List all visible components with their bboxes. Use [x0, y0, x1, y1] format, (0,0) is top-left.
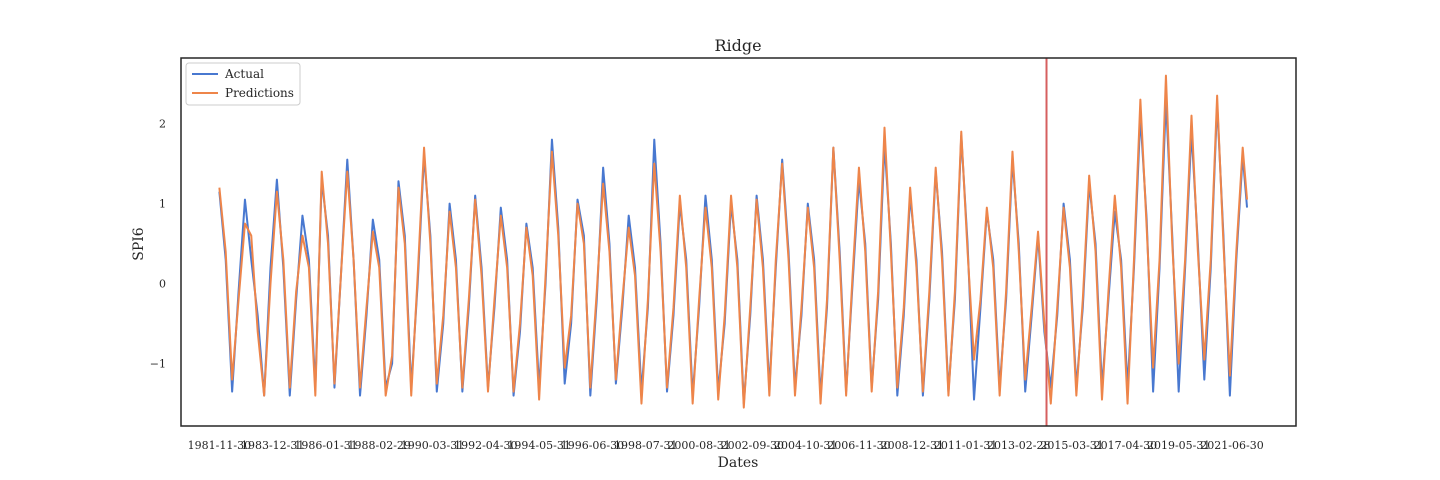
- x-tick-label: 1998-07-31: [614, 439, 677, 452]
- legend-label-predictions: Predictions: [225, 86, 294, 100]
- y-tick-label: −1: [150, 358, 166, 371]
- plot-area: [218, 58, 1249, 426]
- x-tick-label: 1990-03-31: [401, 439, 464, 452]
- x-tick-label: 2006-11-30: [827, 439, 890, 452]
- x-tick-label: 2002-09-30: [721, 439, 784, 452]
- y-tick-label: 1: [159, 198, 166, 211]
- y-axis-label: SPI6: [131, 227, 147, 261]
- x-tick-label: 1992-04-30: [454, 439, 517, 452]
- x-tick-label: 2000-08-31: [667, 439, 730, 452]
- series-line-predictions: [218, 74, 1249, 409]
- x-tick-label: 2004-10-31: [774, 439, 837, 452]
- x-axis-label: Dates: [718, 455, 759, 471]
- y-axis-ticks: −1 0 1 2: [150, 118, 166, 371]
- x-tick-label: 2015-03-31: [1040, 439, 1103, 452]
- y-tick-label: 0: [159, 278, 166, 291]
- x-tick-label: 1988-02-29: [348, 439, 411, 452]
- x-tick-label: 2019-05-31: [1147, 439, 1210, 452]
- x-tick-label: 1996-06-30: [561, 439, 624, 452]
- x-tick-label: 2008-12-31: [881, 439, 944, 452]
- x-tick-label: 1986-01-31: [294, 439, 357, 452]
- x-tick-label: 1981-11-30: [188, 439, 251, 452]
- legend: Actual Predictions: [185, 62, 301, 106]
- x-axis-ticks: 1981-11-301983-12-311986-01-311988-02-29…: [188, 439, 1264, 452]
- y-tick-label: 2: [159, 118, 166, 131]
- x-tick-label: 2021-06-30: [1200, 439, 1263, 452]
- plot-frame: [180, 57, 1297, 427]
- x-tick-label: 1994-05-31: [507, 439, 570, 452]
- x-tick-label: 2013-02-28: [987, 439, 1050, 452]
- x-tick-label: 2011-01-31: [934, 439, 997, 452]
- legend-label-actual: Actual: [224, 67, 264, 81]
- chart-title: Ridge: [714, 36, 761, 55]
- x-tick-label: 1983-12-31: [241, 439, 304, 452]
- x-tick-label: 2017-04-30: [1094, 439, 1157, 452]
